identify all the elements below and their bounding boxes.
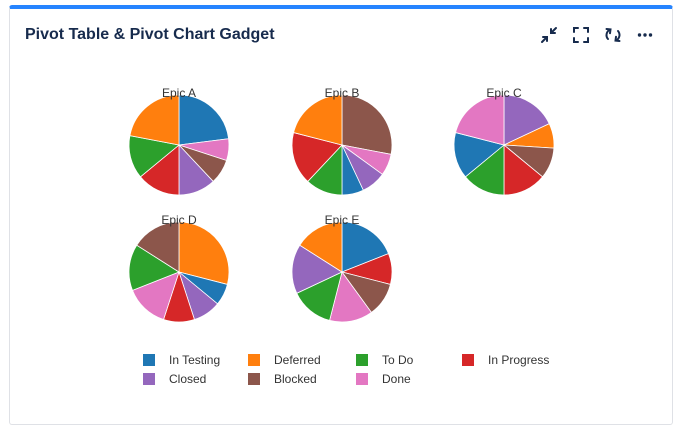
pie-slice-closed[interactable] <box>291 244 343 294</box>
pivot-gadget: Pivot Table & Pivot Chart Gadget <box>9 5 673 425</box>
refresh-icon[interactable] <box>602 24 624 46</box>
more-icon[interactable] <box>634 24 656 46</box>
pie-slice-closed[interactable] <box>503 94 550 146</box>
legend-item[interactable]: Blocked <box>248 372 317 386</box>
legend-label: In Testing <box>169 353 220 367</box>
pie-slice-deferred[interactable] <box>178 221 230 285</box>
legend-item[interactable]: In Testing <box>143 353 220 367</box>
pie-title: Epic C <box>486 86 522 100</box>
gadget-actions <box>538 24 656 46</box>
legend: In Testing Deferred To Do In Progress Closed… <box>143 353 549 386</box>
pie-slice-deferred[interactable] <box>299 221 343 273</box>
pie-slice-blocked[interactable] <box>341 94 393 155</box>
legend-item[interactable]: Done <box>356 372 411 386</box>
pie-slice-deferred[interactable] <box>129 94 180 146</box>
legend-swatch <box>356 373 368 385</box>
pie-3: Epic D <box>128 213 230 323</box>
legend-swatch <box>356 354 368 366</box>
legend-swatch <box>143 373 155 385</box>
gadget-header: Pivot Table & Pivot Chart Gadget <box>10 9 672 65</box>
legend-item[interactable]: In Progress <box>462 353 549 367</box>
minimize-icon[interactable] <box>538 24 560 46</box>
pie-title: Epic B <box>325 86 360 100</box>
legend-swatch <box>462 354 474 366</box>
legend-label: Deferred <box>274 353 321 367</box>
pie-4: Epic E <box>291 213 393 323</box>
pie-title: Epic A <box>162 86 196 100</box>
pie-title: Epic D <box>161 213 197 227</box>
fullscreen-icon[interactable] <box>570 24 592 46</box>
legend-swatch <box>248 373 260 385</box>
pie-1: Epic B <box>291 86 393 196</box>
legend-item[interactable]: Closed <box>143 372 206 386</box>
legend-item[interactable]: Deferred <box>248 353 321 367</box>
pie-2: Epic C <box>453 86 555 196</box>
legend-label: Done <box>382 372 411 386</box>
legend-swatch <box>143 354 155 366</box>
legend-label: Closed <box>169 372 206 386</box>
pie-title: Epic E <box>325 213 360 227</box>
gadget-title: Pivot Table & Pivot Chart Gadget <box>25 26 275 43</box>
legend-swatch <box>248 354 260 366</box>
pie-slice-blocked[interactable] <box>136 221 180 273</box>
pie-slice-in-testing[interactable] <box>341 221 390 273</box>
legend-label: To Do <box>382 353 414 367</box>
pie-slice-in-testing[interactable] <box>178 94 230 146</box>
legend-label: In Progress <box>488 353 549 367</box>
legend-label: Blocked <box>274 372 317 386</box>
pie-slice-deferred[interactable] <box>293 94 343 146</box>
legend-item[interactable]: To Do <box>356 353 414 367</box>
pie-slice-done[interactable] <box>455 94 505 146</box>
pie-0: Epic A <box>128 86 230 196</box>
pie-slice-in-progress[interactable] <box>291 132 343 183</box>
